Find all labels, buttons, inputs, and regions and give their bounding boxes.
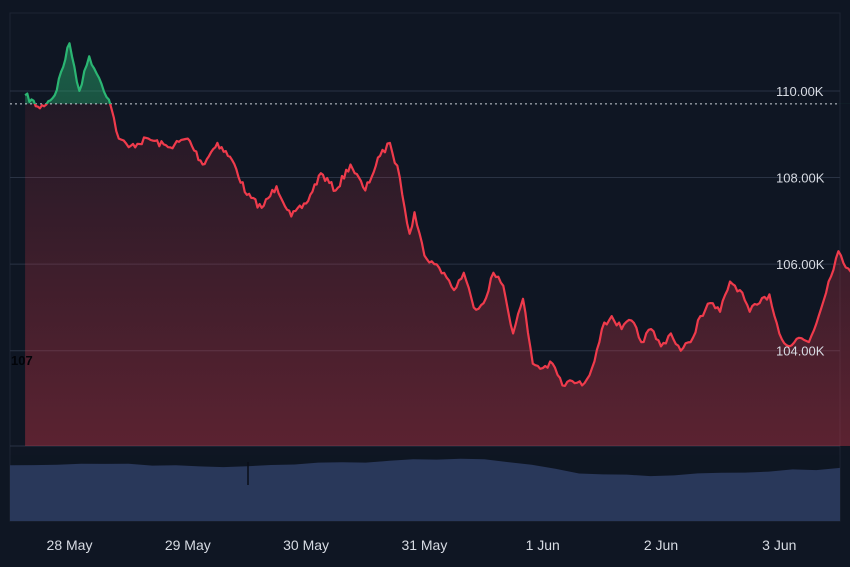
x-tick-label: 31 May (401, 537, 447, 553)
y-axis-labels: 110.00K 108.00K 106.00K 104.00K (776, 84, 825, 359)
x-tick-label: 30 May (283, 537, 329, 553)
y-tick-label: 110.00K (776, 84, 824, 99)
volume-fill (10, 458, 840, 521)
area-fill-below-reference (25, 103, 850, 446)
x-tick-label: 3 Jun (762, 537, 796, 553)
x-axis-labels: 28 May 29 May 30 May 31 May 1 Jun 2 Jun 3 Jun (47, 537, 797, 553)
y-tick-label: 106.00K (776, 257, 825, 272)
price-line-below-reference (33, 103, 850, 387)
volume-area (10, 455, 840, 521)
stray-label: 107 (11, 353, 33, 368)
x-tick-label: 29 May (165, 537, 211, 553)
x-tick-label: 2 Jun (644, 537, 678, 553)
y-tick-label: 104.00K (776, 344, 825, 359)
x-tick-label: 28 May (47, 537, 93, 553)
x-tick-label: 1 Jun (526, 537, 560, 553)
y-tick-label: 108.00K (776, 171, 825, 186)
